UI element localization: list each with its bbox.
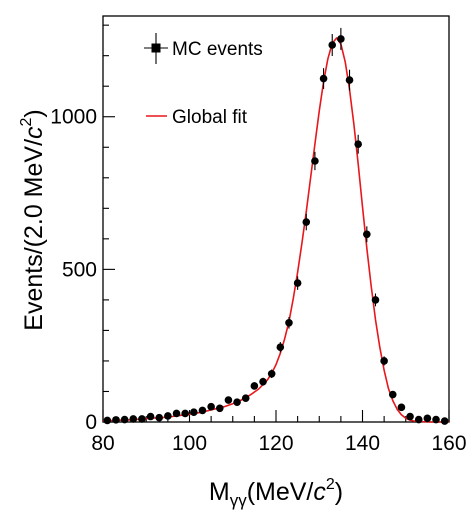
data-point	[371, 296, 380, 304]
points-layer	[103, 27, 449, 425]
data-point	[337, 35, 345, 43]
y-axis-title-superscript: 2	[18, 117, 35, 126]
x-axis-title-main: M	[209, 478, 230, 506]
data-point	[172, 409, 181, 418]
data-point	[293, 279, 302, 287]
legend: MC events Global fit	[144, 33, 263, 128]
data-point	[207, 402, 215, 411]
data-point	[120, 415, 129, 424]
y-axis-title: Events/(2.0 MeV/c2)	[18, 109, 48, 330]
data-point	[397, 403, 406, 412]
fit-layer	[102, 37, 449, 423]
x-axis-title: Mγγ(MeV/c2)	[209, 476, 343, 510]
y-tick-label: 0	[85, 411, 97, 434]
y-axis-title-var: c	[20, 126, 48, 139]
fit-curve	[102, 37, 449, 423]
axis-titles: Mγγ(MeV/c2)Events/(2.0 MeV/c2)	[18, 109, 343, 510]
data-point	[354, 140, 362, 149]
tick-labels-layer: 80 100 120 140 160 0 500 1000	[50, 106, 466, 455]
data-point	[440, 417, 449, 425]
data-point	[267, 369, 276, 378]
data-point	[138, 415, 146, 423]
data-point	[250, 382, 259, 390]
x-tick-label: 100	[172, 432, 207, 455]
legend-marker-square	[151, 43, 161, 53]
data-point	[241, 394, 250, 402]
data-point	[302, 218, 311, 226]
data-point	[406, 412, 414, 421]
data-point	[190, 408, 198, 417]
x-tick-label: 120	[258, 432, 293, 455]
y-axis-title-main: Events/(2.0 MeV/	[20, 139, 48, 331]
data-point	[311, 157, 319, 165]
y-tick-label: 500	[62, 258, 97, 281]
data-point	[285, 318, 293, 327]
data-point	[423, 414, 432, 423]
data-point	[224, 396, 233, 404]
legend-label-fit: Global fit	[172, 107, 248, 128]
data-point	[345, 76, 354, 84]
data-point	[146, 412, 155, 421]
data-point	[363, 230, 371, 239]
data-point	[164, 412, 172, 420]
data-point	[103, 416, 112, 425]
plot-frame	[102, 15, 450, 423]
data-point	[181, 409, 189, 418]
x-axis-title-units: (MeV/	[247, 478, 314, 506]
data-point	[414, 415, 423, 424]
data-point	[328, 41, 337, 49]
x-axis-title-superscript: 2	[326, 476, 335, 493]
data-point	[319, 74, 328, 83]
x-axis-title-subscript: γγ	[230, 491, 248, 510]
data-point	[380, 357, 388, 365]
x-axis-title-var: c	[313, 478, 326, 506]
plot-frame-layer	[102, 15, 450, 423]
data-point	[259, 377, 267, 386]
x-tick-label: 160	[431, 432, 466, 455]
x-tick-label: 140	[345, 432, 380, 455]
data-point	[215, 404, 224, 413]
x-tick-label: 80	[91, 432, 114, 455]
data-point	[198, 406, 207, 415]
y-axis-title-close: )	[20, 109, 48, 117]
data-point	[276, 343, 285, 352]
legend-label-mc: MC events	[172, 39, 263, 60]
data-point	[388, 390, 397, 399]
data-point	[112, 416, 120, 424]
y-tick-label: 1000	[50, 106, 97, 129]
data-point	[432, 415, 440, 424]
data-point	[233, 398, 241, 406]
data-point	[129, 415, 138, 423]
data-point	[155, 413, 164, 422]
x-axis-title-close: )	[335, 478, 343, 506]
